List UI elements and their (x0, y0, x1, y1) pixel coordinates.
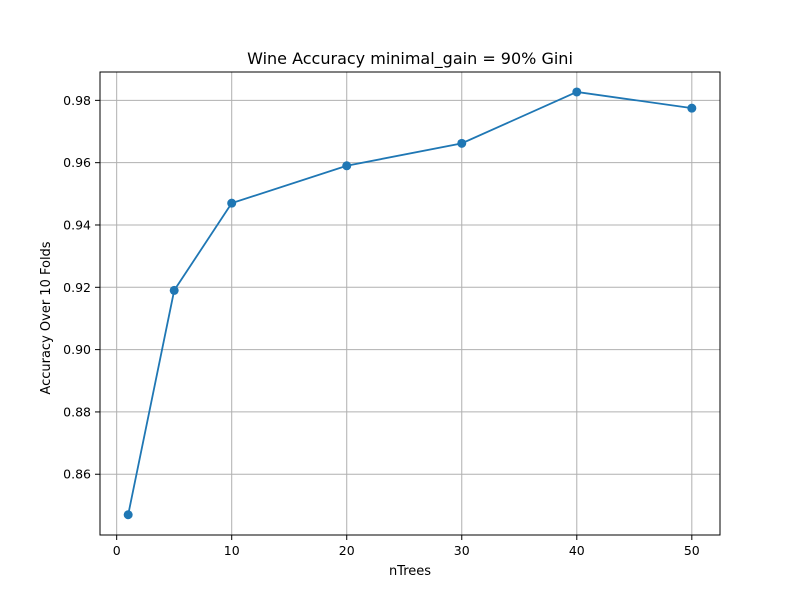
y-tick-label: 0.96 (63, 155, 91, 170)
data-point (123, 510, 133, 520)
y-axis-label: Accuracy Over 10 Folds (39, 241, 54, 394)
y-tick-label: 0.98 (63, 93, 91, 108)
ticks-layer: 0 10 20 30 40 50 0.86 0.88 0.90 0.92 0.94 0.96 0.98 (63, 93, 700, 558)
chart-title: Wine Accuracy minimal_gain = 90% Gini (247, 49, 573, 69)
data-point (227, 198, 237, 208)
x-tick-label: 0 (113, 543, 121, 558)
y-tick-label: 0.94 (63, 217, 91, 232)
data-point (572, 87, 582, 97)
data-point (457, 138, 467, 148)
x-tick-label: 30 (454, 543, 470, 558)
series-layer (123, 87, 697, 520)
x-tick-label: 40 (569, 543, 585, 558)
data-point (169, 285, 179, 295)
x-axis-label: nTrees (389, 564, 431, 579)
x-tick-label: 10 (224, 543, 240, 558)
grid-layer (100, 72, 720, 535)
y-tick-label: 0.92 (63, 280, 91, 295)
y-tick-label: 0.86 (63, 467, 91, 482)
y-tick-label: 0.90 (63, 342, 91, 357)
data-point (342, 161, 352, 171)
x-tick-label: 50 (684, 543, 700, 558)
x-tick-label: 20 (339, 543, 355, 558)
axes-frame (99, 71, 721, 536)
data-point (687, 103, 697, 113)
y-tick-label: 0.88 (63, 404, 91, 419)
